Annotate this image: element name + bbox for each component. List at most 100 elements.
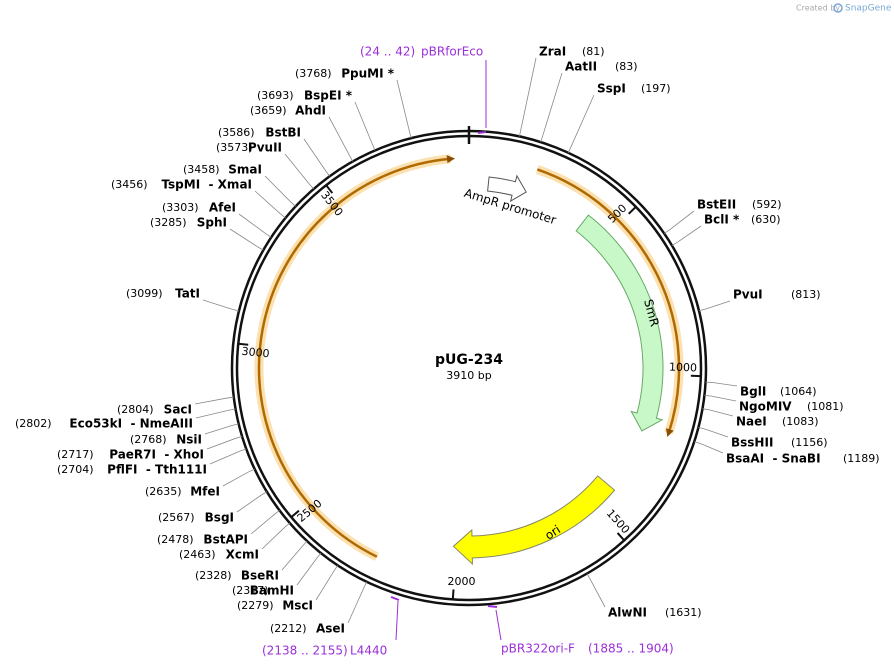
site-leader [261, 522, 290, 550]
site-leader [195, 408, 236, 419]
site-name: SmaI [228, 163, 262, 177]
primer-range: (1885 .. 1904) [588, 642, 674, 656]
primer-label: L4440 [350, 644, 387, 658]
site-leader [281, 540, 308, 571]
site-name: BssHII [731, 436, 773, 450]
site-position: (3456) [111, 178, 148, 191]
site-leader [540, 72, 563, 143]
site-position: (2317) [232, 584, 269, 597]
site-name: BseRI [241, 569, 279, 583]
site-position: (2717) [57, 448, 94, 461]
site-name: PpuMI * [341, 67, 395, 81]
plasmid-length: 3910 bp [446, 369, 491, 382]
site-position: (2463) [179, 548, 216, 561]
site-name: AatII [565, 60, 597, 74]
site-name: SacI [164, 403, 192, 417]
arc-halo [254, 154, 452, 561]
site-name: BstEII [697, 198, 736, 212]
site-leader [254, 190, 286, 219]
feature-arrow [487, 174, 527, 203]
plasmid-name: pUG-234 [435, 352, 503, 368]
site-position: (3659) [250, 104, 287, 117]
primer-range: (2138 .. 2155) [262, 644, 348, 658]
site-position: (3458) [183, 163, 220, 176]
primer-leader [395, 600, 399, 641]
site-leader [238, 213, 272, 238]
site-position: (3768) [295, 67, 332, 80]
scale-tick [451, 589, 455, 600]
scale-label: 3000 [241, 345, 270, 361]
site-leader [705, 381, 738, 387]
site-name: NaeI [736, 415, 767, 429]
site-name: MfeI [190, 485, 220, 499]
site-leader [671, 225, 702, 246]
feature-arrow [452, 475, 616, 566]
site-name: TspMI - XmaI [161, 178, 252, 192]
site-name: BsaAI - SnaBI [726, 452, 821, 466]
site-leader [396, 79, 412, 139]
site-position: (1156) [791, 436, 828, 449]
site-name: NgoMIV [739, 400, 792, 414]
site-position: (2804) [117, 403, 154, 416]
primer-mark [487, 605, 498, 608]
site-name: PflFI - Tth111I [107, 463, 207, 477]
site-position: (3573) [216, 141, 253, 154]
site-leader [698, 426, 729, 438]
site-name: BstBI [265, 126, 301, 140]
credit: Created by [796, 4, 840, 13]
site-name: AfeI [209, 201, 236, 215]
scale-tick [325, 184, 334, 194]
site-position: (813) [791, 288, 821, 301]
site-name: PvuII [248, 141, 282, 155]
site-position: (3586) [218, 126, 255, 139]
site-position: (1064) [780, 385, 817, 398]
site-position: (1189) [843, 452, 880, 465]
site-position: (1081) [807, 400, 844, 413]
site-position: (2635) [145, 485, 182, 498]
site-name: SphI [197, 216, 227, 230]
site-leader [296, 552, 322, 586]
brand: SnapGene [845, 4, 892, 14]
site-name: BsgI [205, 511, 234, 525]
site-name: SspI [597, 82, 626, 96]
site-position: (2704) [57, 463, 94, 476]
feature-arrow [575, 214, 664, 432]
site-position: (2478) [157, 533, 194, 546]
site-leader [194, 396, 234, 405]
site-leader [209, 448, 247, 465]
site-leader [284, 153, 314, 190]
primer-range: (24 .. 42) [360, 45, 415, 59]
scale-label: 2000 [448, 575, 476, 588]
site-leader [694, 441, 724, 454]
site-leader [354, 101, 376, 151]
primer-mark [390, 596, 400, 601]
site-name: BspEI * [304, 89, 353, 103]
site-name: BstAPI [203, 533, 248, 547]
backbone-inner [235, 134, 703, 602]
site-position: (3693) [257, 89, 294, 102]
site-position: (2279) [237, 599, 274, 612]
primer-mark [477, 131, 487, 134]
site-leader [222, 468, 255, 487]
scale-tick [238, 342, 249, 346]
site-leader [347, 581, 368, 624]
arc [536, 168, 681, 434]
site-name: BamHI [250, 584, 294, 598]
site-name: Eco53kI - NmeAIII [69, 417, 193, 431]
site-name: MscI [282, 599, 313, 613]
site-leader [202, 299, 240, 312]
site-position: (83) [615, 60, 638, 73]
site-position: (1083) [782, 415, 819, 428]
site-name: XcmI [226, 548, 259, 562]
feature-label: SmR [641, 298, 662, 328]
arc-head [665, 428, 674, 438]
primer-label: pBR322ori-F [501, 642, 575, 656]
site-position: (2802) [15, 417, 52, 430]
site-position: (3099) [126, 287, 163, 300]
scale-tick [627, 206, 637, 215]
site-position: (592) [752, 198, 782, 211]
site-leader [204, 423, 239, 435]
site-name: AhdI [295, 104, 326, 118]
site-position: (81) [582, 45, 605, 58]
